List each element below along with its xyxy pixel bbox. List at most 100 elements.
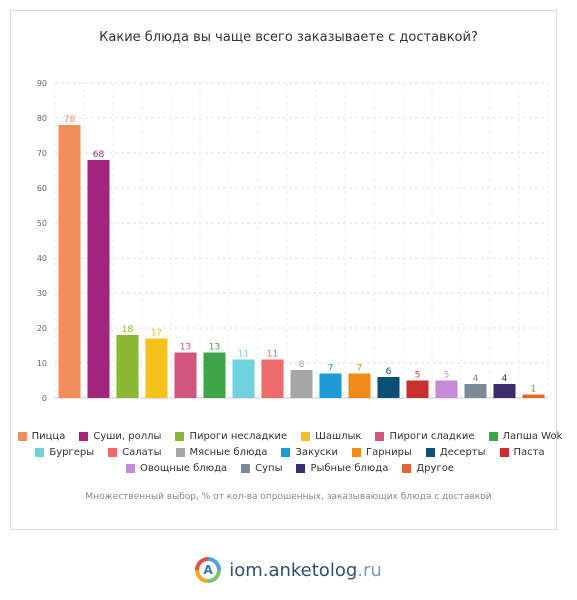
legend-swatch: [108, 447, 118, 457]
bar: [290, 370, 313, 398]
legend-label: Десерты: [439, 446, 486, 458]
bar: [464, 384, 487, 398]
legend-item[interactable]: Рыбные блюда: [296, 463, 388, 474]
legend-swatch: [296, 463, 306, 473]
y-tick-label: 80: [37, 114, 47, 123]
y-tick-label: 60: [37, 184, 47, 193]
bar-value-label: 7: [328, 364, 334, 374]
chart-legend: Пицца Суши, роллы Пироги несладкие Шашлык Пи…: [17, 428, 562, 476]
bar: [232, 359, 255, 398]
legend-label: Салаты: [122, 446, 162, 458]
logo-letter: A: [199, 561, 218, 579]
bar: [348, 373, 371, 398]
legend-label: Мясные блюда: [189, 446, 268, 458]
bar-value-label: 13: [209, 343, 220, 353]
bar-value-label: 1: [531, 385, 537, 395]
bar-value-label: 78: [64, 115, 76, 125]
bar: [493, 384, 516, 398]
legend-swatch: [79, 431, 89, 441]
bar: [145, 338, 168, 398]
legend-item[interactable]: Бургеры: [35, 447, 94, 458]
legend-item[interactable]: Лапша Wok: [488, 430, 563, 442]
bar: [87, 160, 110, 398]
legend-label: Паста: [513, 446, 545, 458]
bar: [58, 125, 81, 398]
chart-title: Какие блюда вы чаще всего заказываете с …: [99, 30, 478, 45]
anketolog-logo-icon: A: [195, 557, 222, 583]
bar-value-label: 18: [122, 325, 134, 335]
legend-item[interactable]: Паста: [499, 446, 545, 458]
legend-label: Пироги несладкие: [189, 430, 288, 442]
bar: [435, 380, 458, 398]
brand-tld: .ru: [357, 559, 382, 581]
bar-chart: 0 10 20 30 40 50 60 70 80 90 78 68 18 17 13 13 11 11 8 7 7 6 5…: [37, 79, 549, 403]
y-tick-label: 30: [37, 289, 47, 298]
legend-item[interactable]: Суши, роллы: [79, 431, 161, 442]
bar: [116, 335, 139, 398]
legend-item[interactable]: Пироги сладкие: [375, 431, 475, 442]
y-tick-label: 0: [42, 394, 47, 403]
legend-item[interactable]: Овощные блюда: [126, 463, 227, 474]
legend-swatch: [425, 447, 435, 457]
legend-swatch: [17, 431, 27, 441]
legend-item[interactable]: Пироги несладкие: [175, 431, 287, 442]
legend-swatch: [488, 431, 498, 441]
legend-swatch: [499, 447, 509, 457]
y-tick-label: 20: [37, 324, 47, 333]
legend-label: Пицца: [31, 430, 66, 442]
bar: [406, 380, 429, 398]
legend-row: Пицца Суши, роллы Пироги несладкие Шашлык Пи…: [17, 428, 562, 444]
y-tick-label: 40: [37, 254, 47, 263]
bar-value-label: 5: [415, 371, 421, 381]
bar: [377, 377, 400, 398]
bar: [261, 359, 284, 398]
legend-item[interactable]: Гарниры: [351, 446, 412, 458]
legend-item[interactable]: Мясные блюда: [175, 446, 268, 458]
legend-swatch: [301, 431, 311, 441]
legend-swatch: [281, 447, 291, 457]
legend-swatch: [375, 431, 385, 441]
bar-value-label: 4: [502, 374, 508, 384]
bar-value-label: 4: [473, 374, 479, 384]
legend-item[interactable]: Супы: [241, 463, 282, 474]
legend-label: Суши, роллы: [93, 430, 162, 442]
y-tick-label: 70: [37, 149, 47, 158]
legend-swatch: [351, 447, 361, 457]
bar-value-label: 11: [267, 350, 278, 360]
legend-label: Овощные блюда: [140, 462, 228, 474]
legend-swatch: [126, 463, 136, 473]
legend-label: Закуски: [295, 446, 338, 458]
bar-value-label: 6: [386, 367, 392, 377]
brand-name: iom.anketolog.ru: [229, 560, 382, 581]
legend-label: Рыбные блюда: [310, 462, 389, 474]
legend-item[interactable]: Салаты: [108, 446, 162, 458]
legend-swatch: [175, 431, 185, 441]
bar-value-label: 5: [444, 371, 450, 381]
legend-label: Гарниры: [365, 446, 412, 458]
legend-label: Лапша Wok: [502, 430, 563, 442]
legend-swatch: [241, 463, 251, 473]
legend-swatch: [35, 447, 45, 457]
legend-label: Супы: [255, 462, 283, 474]
bar: [319, 373, 342, 398]
legend-item[interactable]: Другое: [402, 463, 454, 474]
legend-label: Бургеры: [49, 446, 95, 458]
legend-item[interactable]: Десерты: [425, 446, 486, 458]
bar-value-label: 11: [238, 350, 249, 360]
legend-item[interactable]: Пицца: [17, 430, 66, 442]
brand-domain: iom.anketolog: [229, 559, 358, 581]
legend-label: Шашлык: [315, 430, 362, 442]
bar: [203, 352, 226, 398]
bar-value-label: 7: [357, 364, 363, 374]
bar-value-label: 17: [151, 329, 162, 339]
chart-note: Множественный выбор, % от кол-ва опрошен…: [85, 492, 492, 502]
legend-item[interactable]: Шашлык: [301, 431, 361, 442]
bar-value-label: 68: [93, 150, 105, 160]
y-tick-label: 10: [37, 359, 47, 368]
legend-row: Бургеры Салаты Мясные блюда Закуски Гарниры Д…: [35, 444, 545, 460]
bar: [522, 394, 545, 398]
legend-item[interactable]: Закуски: [281, 447, 338, 458]
footer-brand[interactable]: A iom.anketolog.ru: [0, 557, 577, 583]
y-tick-label: 90: [37, 79, 47, 88]
y-tick-label: 50: [37, 219, 47, 228]
